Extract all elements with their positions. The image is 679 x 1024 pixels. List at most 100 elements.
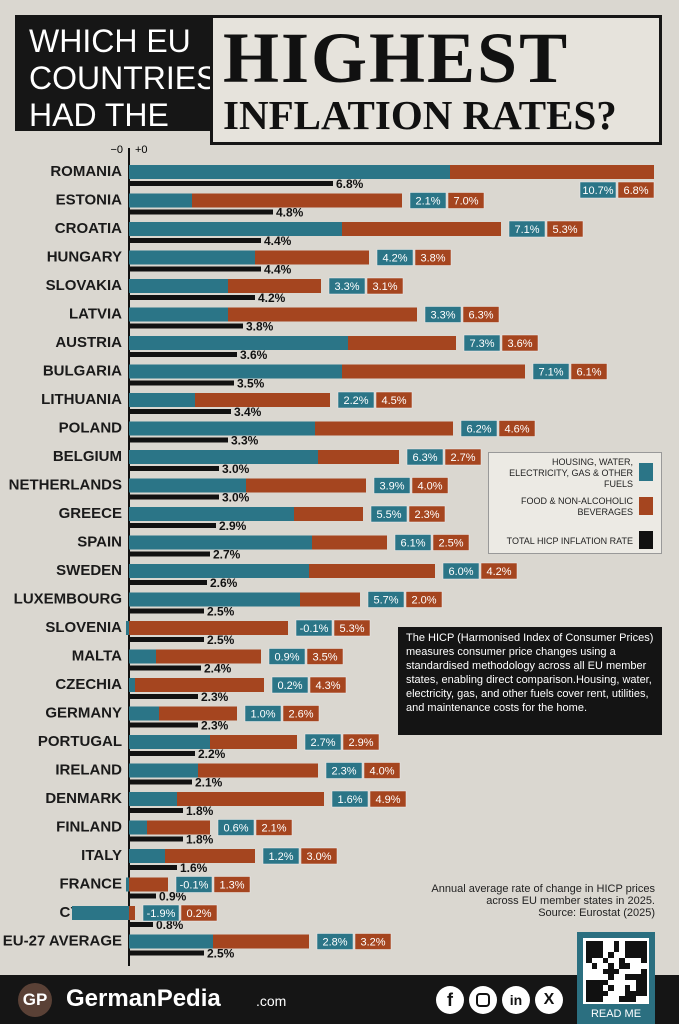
value-label: 7.1% (514, 224, 539, 236)
food-bar (450, 165, 654, 179)
total-bar (129, 494, 219, 500)
category-label: BULGARIA (43, 362, 122, 379)
value-label: 2.3% (414, 509, 439, 521)
housing-bar (129, 507, 294, 521)
value-label-box (333, 619, 371, 637)
housing-bar (129, 820, 147, 835)
social-icon[interactable]: in (502, 986, 530, 1014)
value-label-box (370, 505, 408, 523)
qr-cell (591, 963, 597, 969)
qr-cell (608, 974, 614, 980)
value-label: 4.2% (382, 252, 407, 264)
value-label-box (447, 192, 485, 209)
total-label: 4.2% (258, 291, 286, 305)
qr-cell (641, 990, 647, 996)
total-bar (129, 466, 219, 471)
qr-cell (630, 974, 636, 980)
total-bar (129, 665, 201, 671)
legend-label: FOOD & NON-ALCOHOLIC BEVERAGES (520, 496, 633, 517)
category-label: NETHERLANDS (9, 476, 122, 493)
value-label-box (463, 334, 501, 352)
value-label-box (367, 591, 405, 608)
value-label: -0.1% (300, 623, 329, 635)
qr-panel[interactable]: READ ME (577, 932, 655, 1024)
food-bar (228, 307, 417, 322)
legend-swatch (639, 497, 653, 515)
qr-cell (624, 985, 630, 991)
qr-cell (613, 968, 619, 974)
housing-bar (129, 193, 192, 208)
qr-cell (641, 979, 647, 985)
axis-label: −0 (110, 144, 123, 156)
food-bar (348, 336, 456, 350)
total-bar (129, 295, 255, 300)
qr-cell (624, 952, 630, 958)
value-label-box (295, 619, 333, 637)
value-label-box (405, 591, 443, 608)
value-label-box (180, 904, 218, 922)
housing-bar (126, 877, 129, 892)
domain: .com (256, 993, 287, 1009)
value-label-box (480, 562, 518, 580)
qr-cell (630, 946, 636, 952)
category-label: LATVIA (69, 305, 122, 322)
source-line: Annual average rate of change in HICP pr… (431, 883, 655, 895)
qr-cell (586, 996, 592, 1002)
value-label: 2.7% (450, 452, 475, 464)
housing-bar (72, 906, 129, 920)
housing-bar (129, 250, 255, 265)
housing-bar (129, 450, 318, 464)
value-label: 5.7% (373, 594, 398, 606)
qr-cell (602, 979, 608, 985)
qr-cell (597, 996, 603, 1002)
value-label-box (363, 762, 401, 779)
category-label: CROATIA (55, 220, 122, 237)
value-label: 4.0% (369, 765, 394, 777)
total-label: 1.8% (186, 833, 214, 847)
value-label-box (462, 306, 500, 323)
social-icon[interactable]: X (535, 986, 563, 1014)
value-label: 6.3% (468, 309, 493, 321)
qr-cell (597, 990, 603, 996)
value-label: 5.3% (552, 224, 577, 236)
qr-cell (597, 952, 603, 958)
category-label: ESTONIA (56, 191, 123, 208)
total-label: 3.4% (234, 405, 262, 419)
category-label: EU-27 AVERAGE (3, 932, 122, 949)
housing-bar (129, 592, 300, 607)
qr-cell (641, 985, 647, 991)
value-label: 7.3% (469, 338, 494, 350)
value-label-box (175, 876, 213, 893)
value-label: -1.9% (147, 908, 176, 920)
value-label-box (304, 733, 342, 751)
qr-cell (591, 985, 597, 991)
total-bar (129, 694, 198, 699)
value-label-box (444, 448, 482, 466)
food-bar (228, 279, 321, 293)
category-label: HUNGARY (47, 248, 122, 265)
qr-cell (641, 946, 647, 952)
value-label: 0.6% (223, 822, 248, 834)
qr-cell (624, 990, 630, 996)
value-label-box (325, 762, 363, 779)
qr-cell (586, 985, 592, 991)
value-label: 3.6% (507, 338, 532, 350)
value-label: 1.3% (219, 879, 244, 891)
food-bar (156, 649, 261, 664)
value-label: 6.2% (466, 423, 491, 435)
qr-cell (619, 996, 625, 1002)
qr-cell (597, 946, 603, 952)
housing-bar (129, 706, 159, 721)
total-bar (129, 836, 183, 842)
legend-label: HOUSING, WATER, ELECTRICITY, GAS & OTHER… (509, 456, 633, 489)
total-label: 3.0% (222, 462, 250, 476)
social-icon[interactable] (469, 986, 497, 1014)
food-bar (246, 478, 366, 493)
qr-cell (613, 946, 619, 952)
qr-cell (591, 946, 597, 952)
footer: GP GermanPedia .com f in X (0, 975, 679, 1024)
category-label: LUXEMBOURG (14, 590, 122, 607)
total-label: 3.5% (237, 377, 265, 391)
legend-swatch (639, 531, 653, 549)
social-icon[interactable]: f (436, 986, 464, 1014)
